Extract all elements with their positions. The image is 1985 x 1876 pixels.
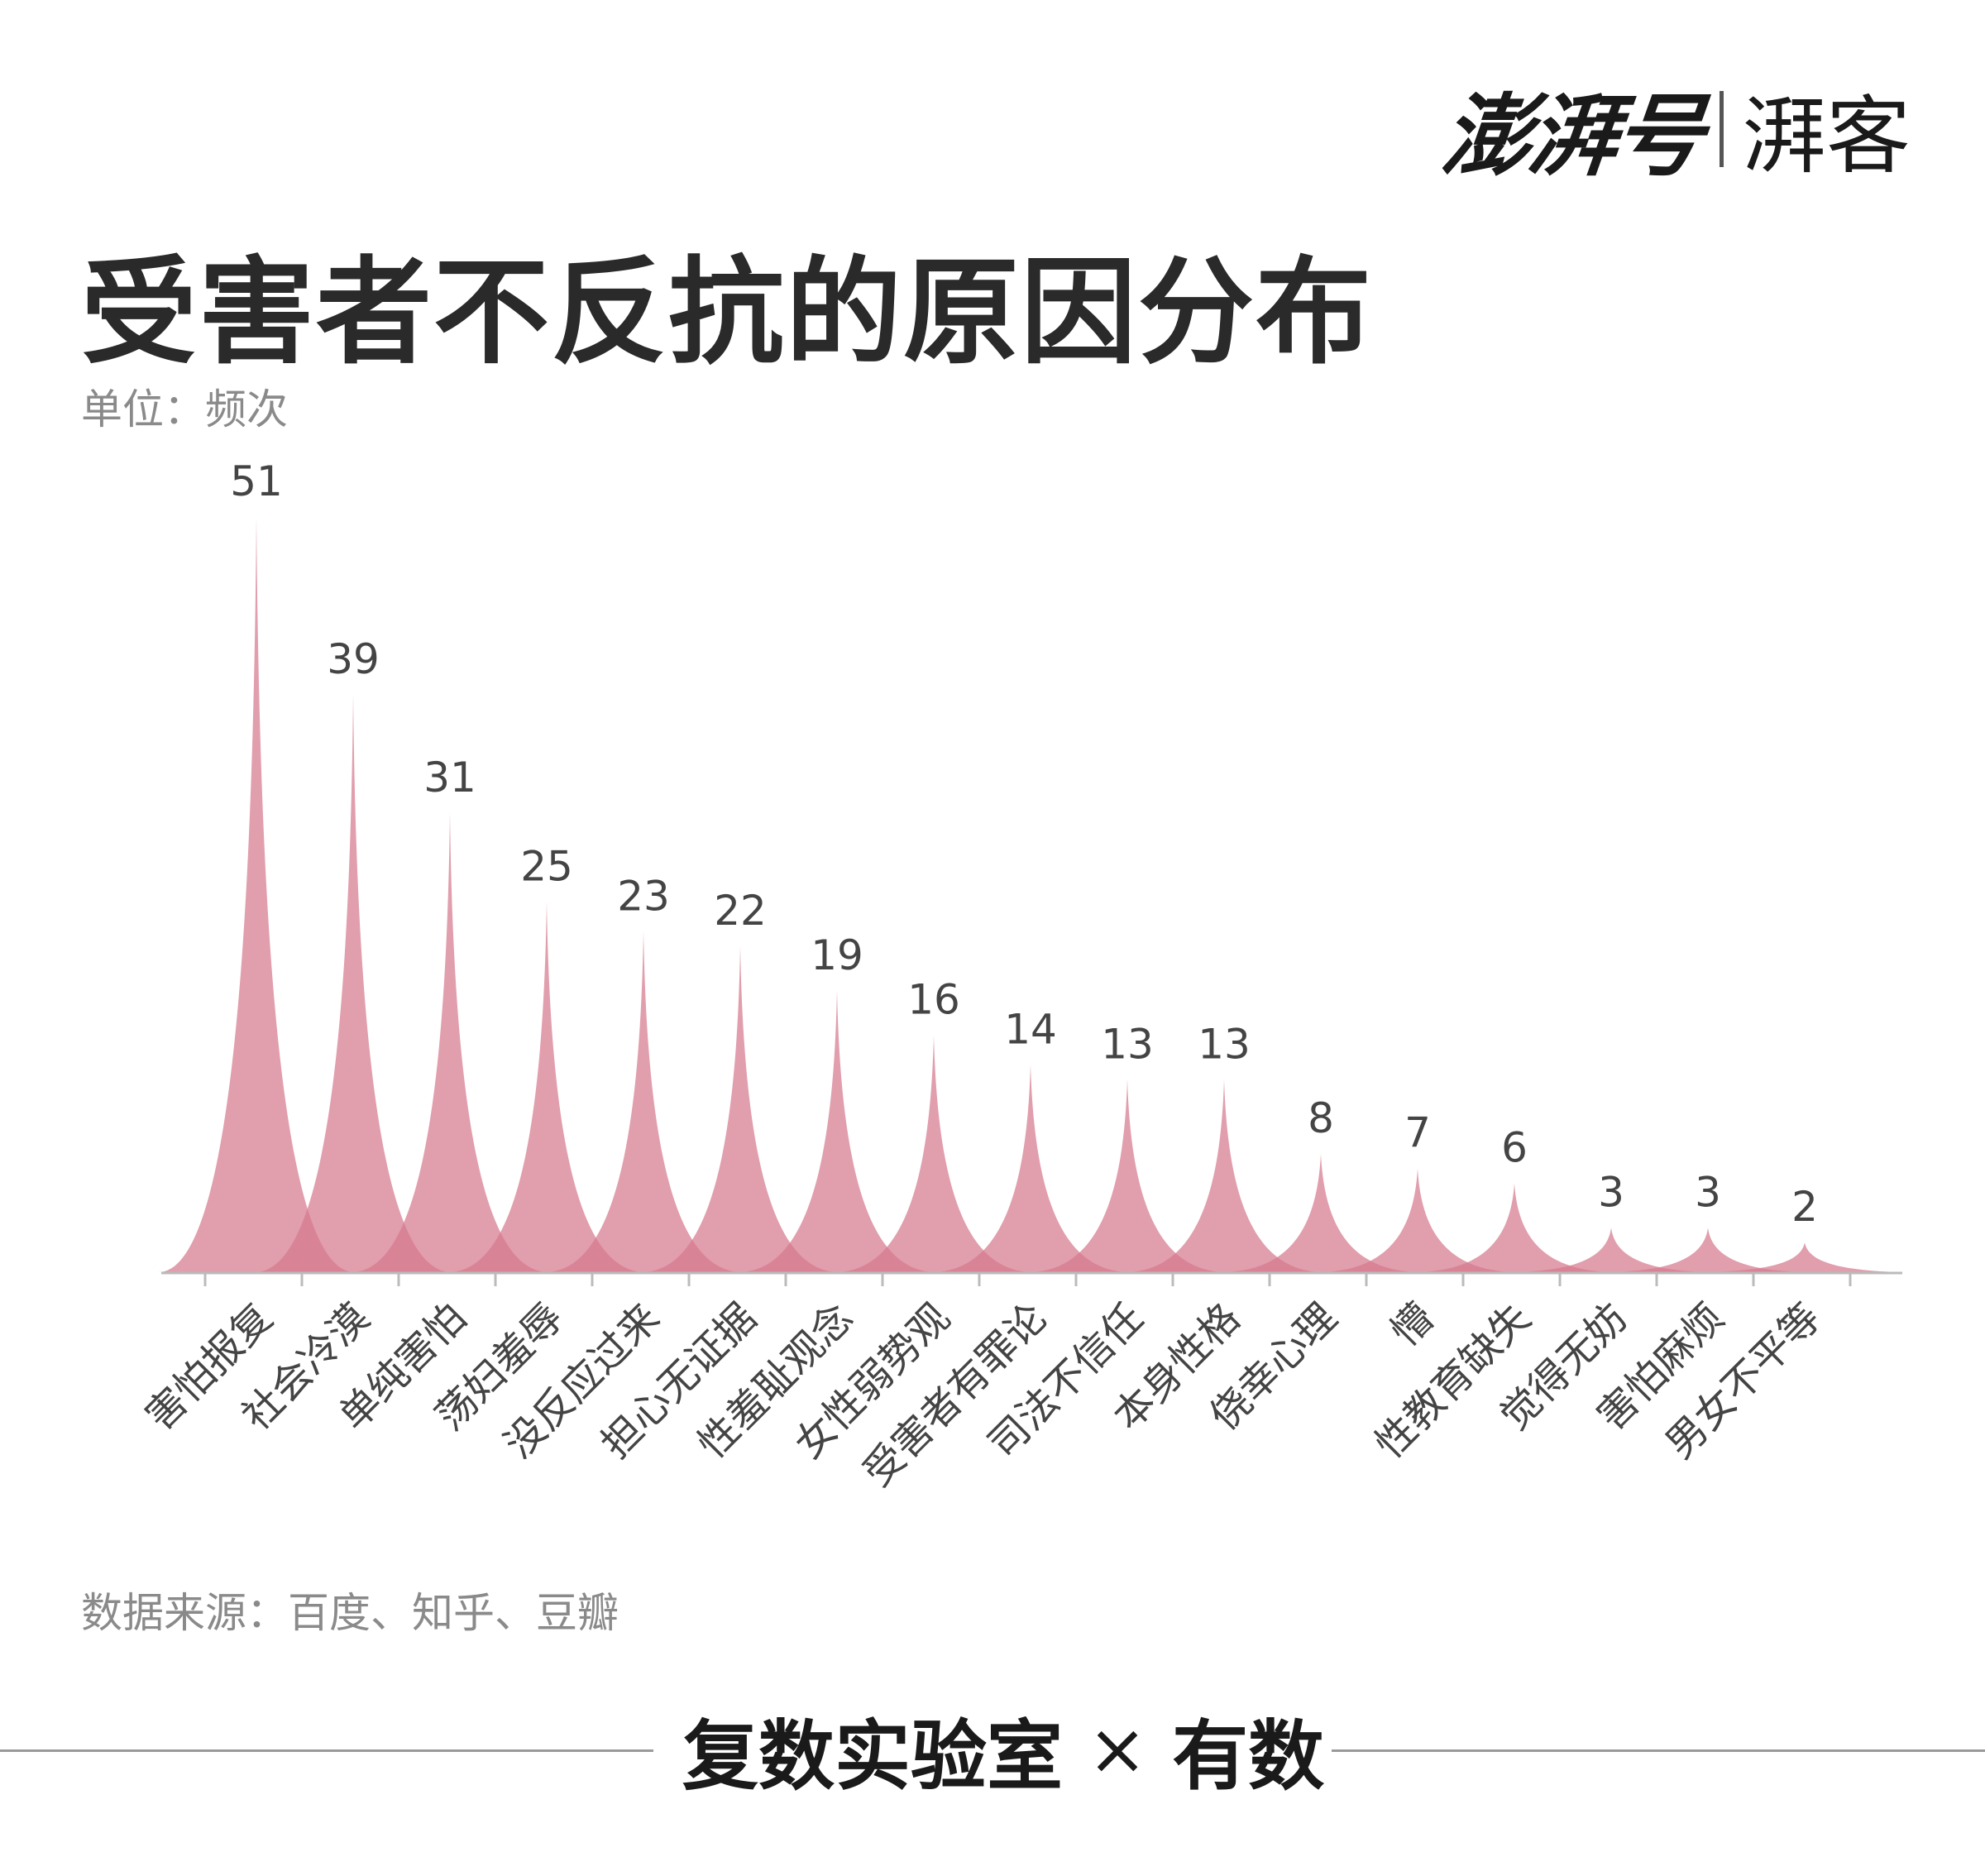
data-source: 数据来源：百度、知乎、豆瓣 [81, 1589, 619, 1637]
logo-divider [1720, 91, 1724, 167]
peak-mark [546, 931, 741, 1272]
paike-logo: 湃客 [1742, 87, 1911, 186]
footer-credits: 复数实验室 × 有数 [682, 1704, 1324, 1801]
peak-mark [1417, 1183, 1612, 1272]
value-label: 3 [1695, 1168, 1721, 1216]
peak-mark [1514, 1228, 1709, 1272]
peak-mark [256, 694, 451, 1272]
category-label: 懵 [1382, 1295, 1443, 1356]
peak-mark [1610, 1228, 1806, 1272]
value-label: 19 [811, 931, 863, 979]
peak-mark [449, 902, 644, 1272]
value-label: 16 [907, 976, 960, 1024]
peak-mark [1126, 1079, 1322, 1272]
value-label: 14 [1004, 1005, 1057, 1053]
value-label: 31 [423, 754, 476, 802]
peak-mark [739, 990, 935, 1272]
value-label: 7 [1404, 1109, 1431, 1157]
peak-mark [1707, 1242, 1902, 1272]
peak-mark [1223, 1153, 1418, 1272]
value-label: 25 [520, 842, 573, 890]
value-label: 39 [327, 635, 380, 683]
peak-mark [352, 813, 548, 1272]
chart-unit: 单位：频次 [81, 385, 288, 433]
peak-mark [1030, 1079, 1225, 1272]
footer-lab-name: 复数实验室 [682, 1711, 1064, 1801]
value-label: 6 [1501, 1124, 1528, 1172]
footer: 复数实验室 × 有数 [0, 1704, 1985, 1801]
footer-line-left [0, 1749, 653, 1752]
value-label: 23 [617, 872, 670, 920]
footer-partner-name: 有数 [1172, 1711, 1325, 1801]
peak-mark [933, 1065, 1128, 1272]
footer-cross: × [1088, 1708, 1148, 1791]
footer-line-right [1332, 1749, 1985, 1752]
value-label: 13 [1198, 1020, 1251, 1068]
peak-mark [1320, 1168, 1515, 1272]
chart-title: 受害者不反抗的原因分布 [81, 246, 1374, 380]
peak-mark [159, 517, 354, 1272]
value-label: 2 [1791, 1183, 1818, 1231]
value-label: 3 [1598, 1168, 1624, 1216]
value-label: 13 [1101, 1020, 1154, 1068]
value-label: 51 [230, 457, 283, 505]
value-label: 8 [1308, 1094, 1334, 1142]
peak-mark [643, 946, 838, 1272]
value-label: 22 [714, 887, 767, 935]
peak-mark [836, 1035, 1031, 1272]
header-logo: 澎湃号 湃客 [1437, 65, 1911, 194]
